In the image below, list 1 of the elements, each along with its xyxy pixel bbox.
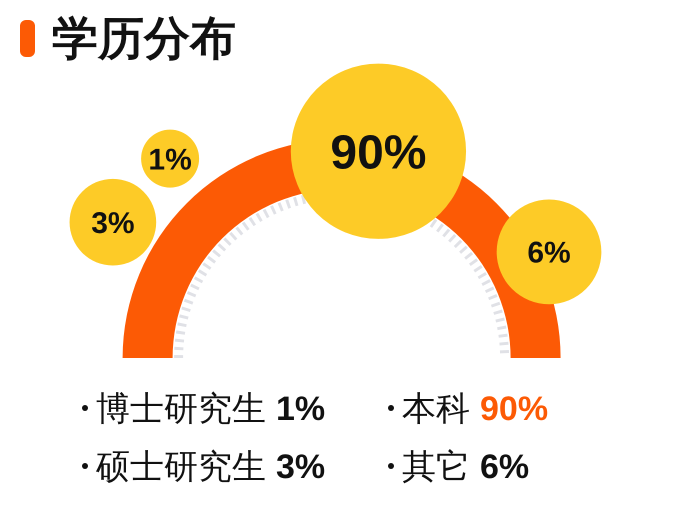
title: 学历分布 xyxy=(52,11,236,65)
